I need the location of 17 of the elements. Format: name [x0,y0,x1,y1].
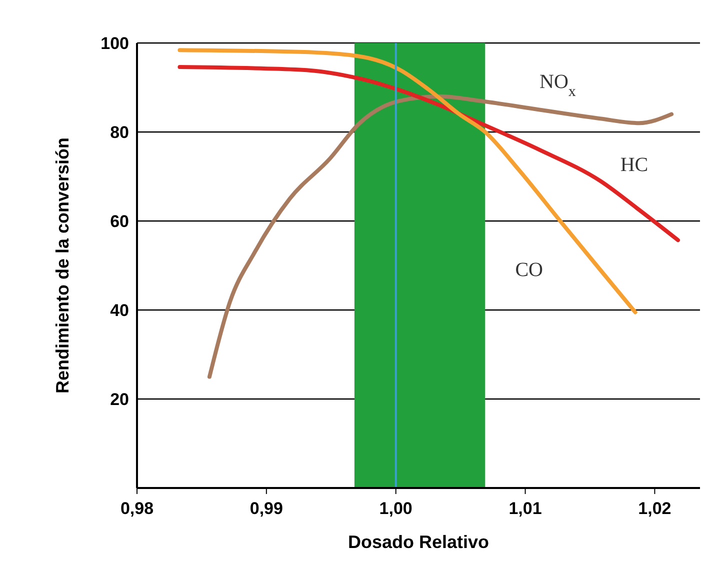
y-tick-label: 100 [100,34,129,54]
x-tick-label: 1,00 [379,499,412,518]
y-axis-title: Rendimiento de la conversión [52,137,72,394]
x-tick-label: 1,01 [508,499,542,518]
y-tick-label: 80 [110,123,129,142]
y-tick-label: 20 [110,390,129,410]
series-label: HC [620,154,648,176]
series-label: NO$_{x}$ [540,70,576,100]
x-tick-label: 0,98 [120,499,154,518]
y-tick-label: 40 [110,301,129,320]
y-tick-label: 60 [110,212,129,232]
x-tick-label: 1,02 [638,499,672,518]
x-axis-title: Dosado Relativo [348,532,490,552]
x-tick-label: 0,99 [250,499,283,518]
line-series [178,65,680,242]
series-label: CO [515,259,544,281]
line-series [207,94,674,379]
